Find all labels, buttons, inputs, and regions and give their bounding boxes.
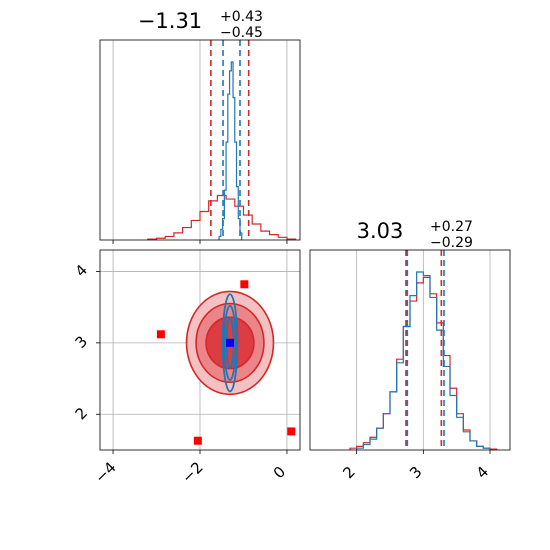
hist-y-title-lower: −0.29: [430, 235, 473, 251]
hist-y-frame: [309, 249, 511, 451]
hist-x-title-value: −1.31: [138, 9, 202, 33]
joint-ytick-label-2: 4: [72, 261, 91, 280]
hist-y-panel: 3.03 +0.27−0.29 2 3 4: [309, 219, 511, 482]
joint-panel: −4 −2 0 2 3 4: [72, 249, 301, 487]
joint-red-point-2: [287, 427, 296, 436]
joint-xtick-label-1: −2: [178, 458, 206, 486]
joint-blue-contour-0: [221, 293, 239, 393]
hist-y-tick-label-2: 4: [473, 463, 492, 482]
joint-red-point-0: [156, 330, 165, 339]
hist-y-blue-histogram: [356, 271, 491, 450]
hist-y-background: [310, 250, 510, 450]
hist-y-tick-label-0: 2: [339, 463, 358, 482]
hist-y-tick-label-1: 3: [406, 463, 425, 482]
hist-y-title-upper: +0.27: [430, 219, 473, 235]
joint-blue-point-0: [226, 338, 234, 347]
hist-x-title-upper: +0.43: [220, 9, 263, 25]
joint-red-point-1: [193, 436, 202, 445]
hist-x-title-lower: −0.45: [220, 25, 263, 41]
joint-blue-contour-1: [223, 304, 237, 381]
joint-xtick-label-2: 0: [270, 463, 289, 482]
joint-ytick-label-0: 2: [72, 404, 91, 423]
joint-xtick-label-0: −4: [91, 458, 119, 486]
joint-ytick-label-1: 3: [72, 332, 91, 351]
hist-y-title-value: 3.03: [357, 219, 404, 243]
hist-x-red-histogram: [147, 194, 297, 240]
joint-red-point-3: [240, 280, 249, 289]
hist-x-panel: −1.31 +0.43−0.45: [99, 9, 301, 244]
